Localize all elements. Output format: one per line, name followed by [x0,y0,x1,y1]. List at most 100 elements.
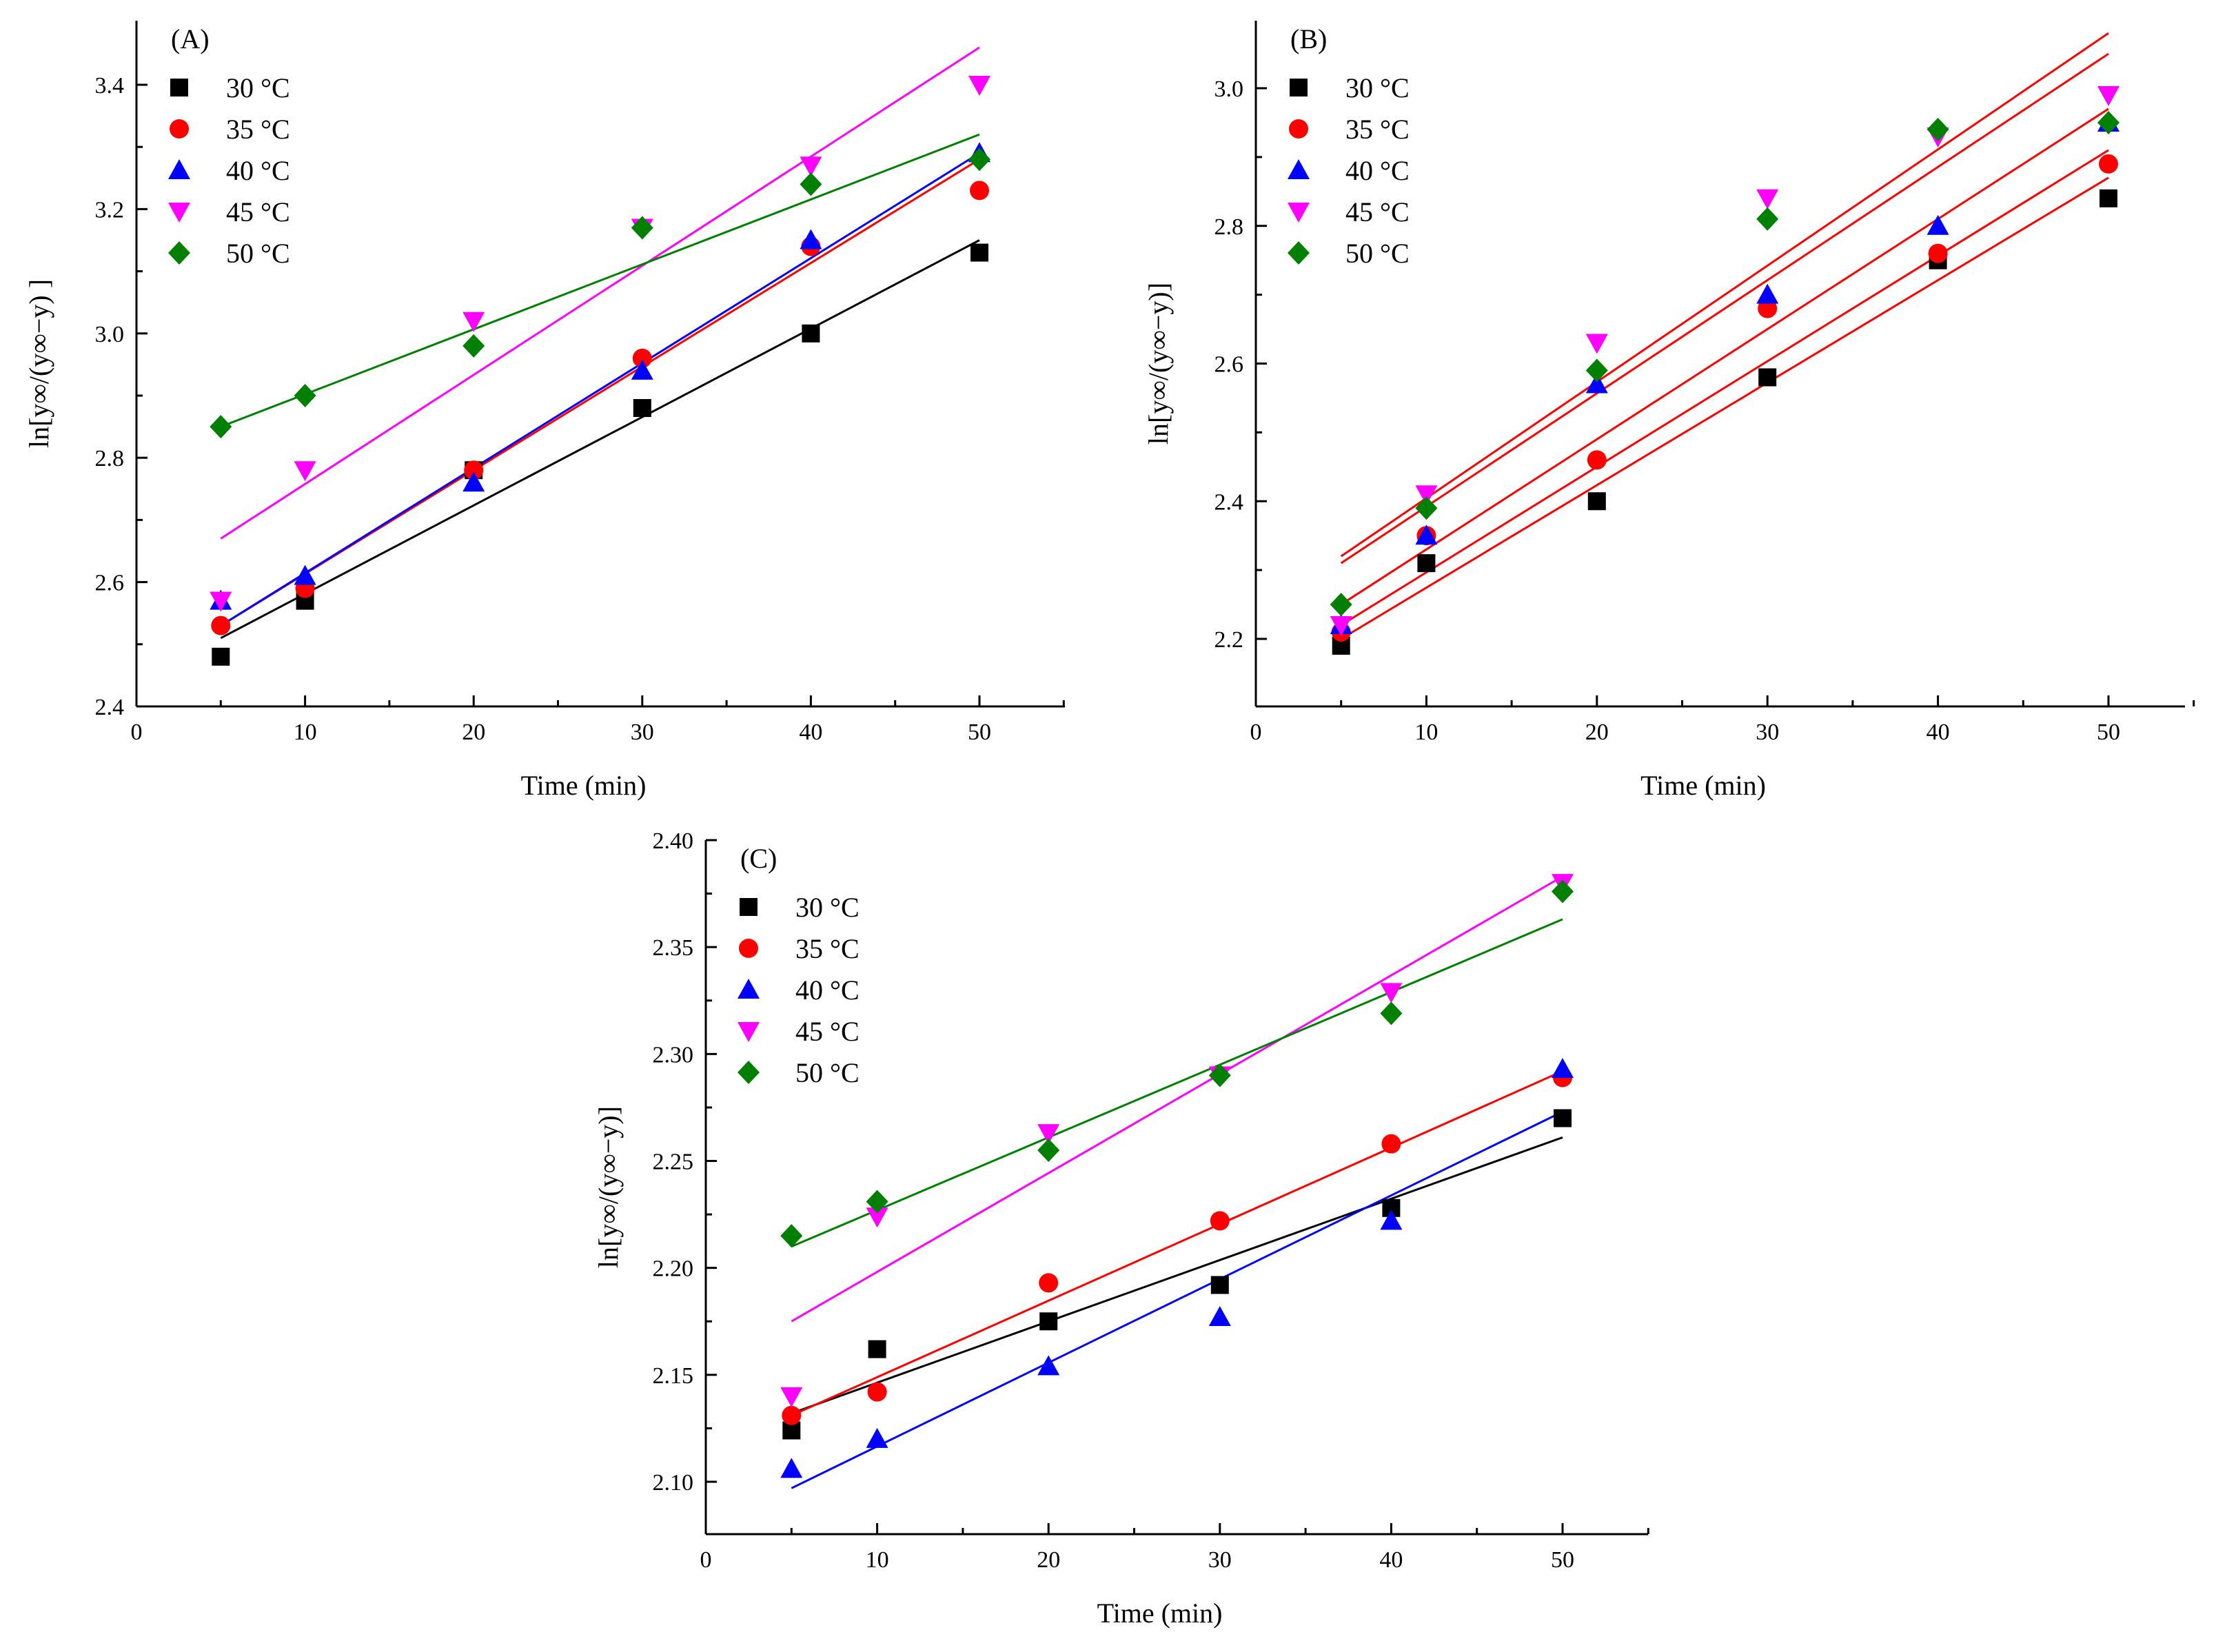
data-point [1208,1063,1231,1088]
x-tick-label: 50 [2097,720,2120,745]
x-tick-label: 0 [700,1547,712,1573]
data-point [1587,492,1606,511]
data-point [631,359,653,380]
x-tick-label: 50 [968,720,991,745]
legend-marker [1289,119,1308,139]
data-point [1210,1211,1230,1231]
data-point [780,1224,803,1248]
x-axis-title: Time (min) [1097,1598,1223,1629]
data-point [968,147,990,172]
x-tick-label: 40 [1927,720,1950,745]
data-point [1585,334,1608,354]
x-tick-label: 30 [1756,720,1779,745]
fit-line [791,875,1563,1323]
panel-b: 0 10 20 30 40 50 2.2 2.4 2.6 2.8 3.0 Time (min) ln[y… [1143,21,2195,801]
data-point [1210,1276,1229,1294]
data-point [866,1190,888,1214]
data-point [866,1207,888,1228]
data-point [294,564,316,585]
y-tick-label: 2.25 [653,1150,694,1175]
fit-line [1340,108,2109,606]
legend-label: 40 °C [226,155,290,186]
legend-marker [740,898,758,916]
legend-marker [1288,203,1310,223]
x-tick-label: 40 [1379,1547,1403,1573]
x-tick-label: 0 [131,720,143,745]
fit-line [791,1110,1563,1489]
fit-line [791,1070,1563,1417]
panel-label: (B) [1290,23,1327,54]
x-tick-label: 20 [1037,1547,1060,1573]
data-point [211,615,231,635]
legend-marker [1288,159,1310,179]
x-tick-label: 40 [799,720,822,745]
data-point [631,216,653,240]
x-tick-label: 30 [1208,1547,1232,1573]
data-point [1037,1138,1060,1162]
fit-line [1340,52,2109,564]
data-point [1552,1058,1574,1079]
data-point [1756,189,1779,210]
data-point [1415,485,1438,506]
data-point [212,647,230,666]
y-tick-label: 2.20 [653,1256,694,1282]
data-point [1380,1210,1403,1230]
legend-label: 45 °C [1345,196,1410,227]
y-tick-label: 2.6 [1214,352,1244,378]
data-point [1037,1355,1060,1376]
y-tick-label: 2.15 [653,1363,694,1389]
y-axis-title: ln[y∞/(y∞−y)] [593,1106,624,1268]
y-tick-label: 2.35 [653,935,694,961]
legend-label: 45 °C [795,1016,860,1047]
legend-marker [168,203,190,223]
y-axis-title: ln[y∞/(y∞−y)] [1143,283,1174,445]
legend-marker [170,119,189,139]
panel-label: (A) [171,23,210,54]
data-point [800,172,822,196]
data-point [800,156,822,177]
y-tick-label: 3.0 [1214,77,1244,102]
data-point [1330,616,1352,637]
data-point [1585,358,1608,383]
y-tick-label: 2.6 [95,571,125,596]
legend-label: 50 °C [795,1057,860,1088]
legend-label: 30 °C [226,72,290,103]
data-point [1927,214,1949,235]
data-point [1758,368,1777,387]
data-point [210,415,232,439]
data-point [1037,1124,1060,1145]
y-tick-label: 3.4 [95,73,125,99]
y-tick-label: 2.2 [1214,627,1244,653]
data-point [1039,1273,1059,1293]
data-point [782,1405,802,1425]
fit-line [220,46,980,540]
data-point [1756,283,1779,304]
fit-line [1340,32,2109,558]
data-point [1554,1109,1572,1128]
data-point [970,243,988,262]
legend-label: 45 °C [226,196,290,227]
data-point [464,460,484,480]
fit-line [1340,149,2109,626]
panel-a: 0 10 20 30 40 50 2.4 2.6 2.8 3.0 3.2 3.4 Time (min) l… [23,21,1065,801]
data-point [2100,189,2117,207]
data-point [294,461,316,482]
data-point [1330,593,1352,617]
legend-label: 30 °C [795,892,860,923]
data-point [462,334,485,358]
y-tick-label: 2.8 [95,446,125,471]
legend-marker [1290,79,1308,96]
data-point [867,1382,887,1402]
data-point [800,229,822,249]
legend-label: 30 °C [1345,72,1410,103]
legend-label: 50 °C [1345,238,1410,269]
fit-line [1340,176,2109,640]
x-tick-label: 20 [1585,720,1609,745]
x-tick-label: 10 [294,720,317,745]
data-point [1381,1134,1401,1154]
data-point [1415,496,1438,520]
y-axis-title: ln[y∞/(y∞−y) ] [23,279,54,448]
data-point [1756,207,1779,231]
data-point [1927,117,1949,141]
legend-marker [739,939,758,958]
